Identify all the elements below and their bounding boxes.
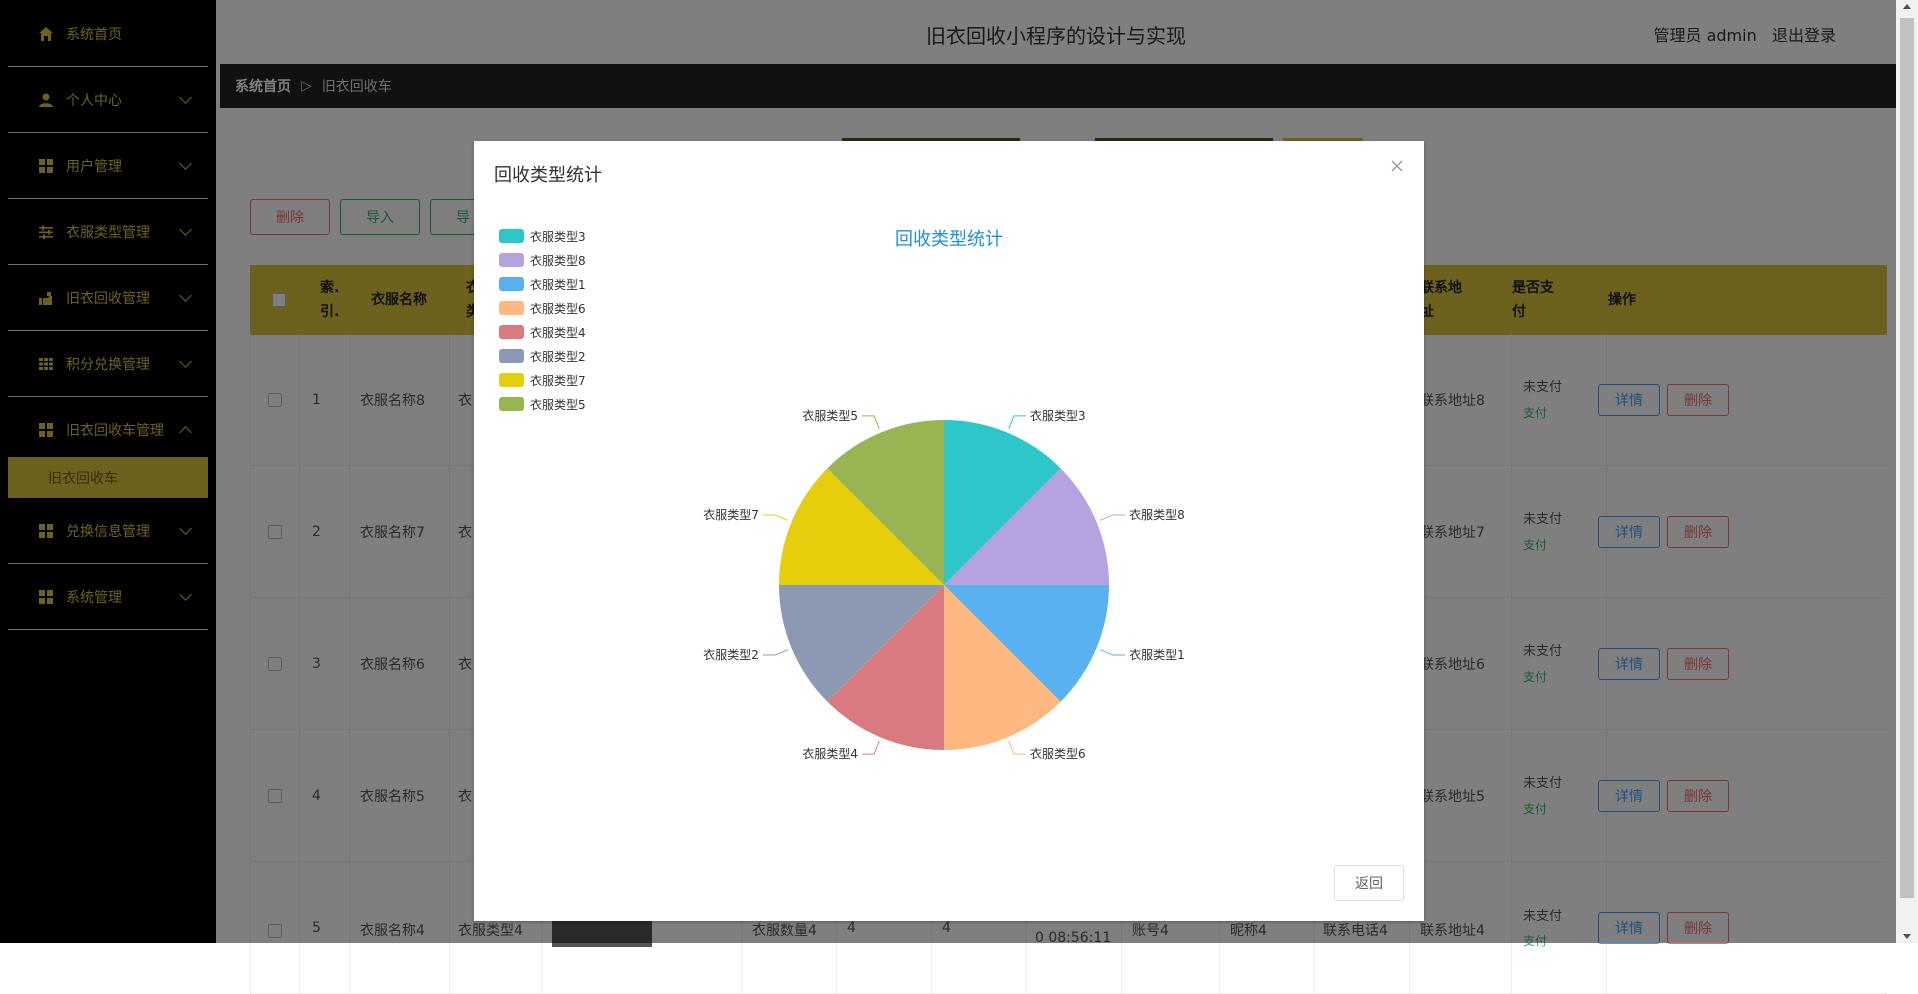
legend-label: 衣服类型4	[530, 325, 586, 340]
pie-label: 衣服类型4	[802, 746, 858, 761]
legend-label: 衣服类型1	[530, 277, 586, 292]
legend-item[interactable]: 衣服类型5	[499, 395, 586, 413]
pie-label-line	[1099, 514, 1126, 521]
pie-label: 衣服类型7	[703, 507, 759, 522]
pie-slice[interactable]	[944, 585, 1061, 750]
return-button[interactable]: 返回	[1334, 865, 1404, 901]
pie-label: 衣服类型1	[1129, 647, 1185, 662]
legend-swatch	[499, 253, 524, 267]
pie-label-line	[1099, 649, 1126, 656]
legend-item[interactable]: 衣服类型3	[499, 227, 586, 245]
legend-item[interactable]: 衣服类型4	[499, 323, 586, 341]
pie-slice[interactable]	[944, 468, 1109, 585]
legend-item[interactable]: 衣服类型6	[499, 299, 586, 317]
legend-swatch	[499, 229, 524, 243]
chart-title: 回收类型统计	[895, 229, 1003, 250]
pie-label: 衣服类型5	[802, 408, 858, 423]
legend-label: 衣服类型3	[530, 229, 586, 244]
pie-slice[interactable]	[944, 585, 1109, 702]
legend-swatch	[499, 373, 524, 387]
legend-swatch	[499, 325, 524, 339]
statistics-dialog: 回收类型统计 回收类型统计 衣服类型3 衣服类型8 衣服类型1 衣服类型6 衣服类型4 衣…	[474, 141, 1424, 921]
legend-label: 衣服类型7	[530, 373, 586, 388]
pie-label: 衣服类型6	[1030, 746, 1086, 761]
legend-label: 衣服类型5	[530, 397, 586, 412]
legend-item[interactable]: 衣服类型1	[499, 275, 586, 293]
legend-item[interactable]: 衣服类型7	[499, 371, 586, 389]
pie-slice[interactable]	[827, 420, 944, 585]
legend-swatch	[499, 301, 524, 315]
pie-label-line	[762, 649, 789, 656]
pie-label: 衣服类型3	[1030, 408, 1086, 423]
pie-label-line	[861, 415, 880, 430]
pie-label-line	[1008, 740, 1027, 755]
pie-label: 衣服类型2	[703, 647, 759, 662]
pie-label-line	[1008, 415, 1027, 430]
legend-swatch	[499, 397, 524, 411]
pie-label-line	[762, 514, 789, 521]
legend-label: 衣服类型8	[530, 253, 586, 268]
scrollbar-thumb[interactable]	[1900, 18, 1914, 898]
pie-label: 衣服类型8	[1129, 507, 1185, 522]
pie-slice[interactable]	[779, 585, 944, 702]
legend-label: 衣服类型6	[530, 301, 586, 316]
legend-label: 衣服类型2	[530, 349, 586, 364]
page-scrollbar[interactable]	[1896, 0, 1918, 943]
legend-item[interactable]: 衣服类型8	[499, 251, 586, 269]
close-icon[interactable]	[1390, 159, 1404, 173]
pie-slice[interactable]	[779, 468, 944, 585]
dialog-title: 回收类型统计	[494, 165, 602, 186]
legend-swatch	[499, 277, 524, 291]
pie-slice[interactable]	[944, 420, 1061, 585]
pie-slice[interactable]	[827, 585, 944, 750]
legend-item[interactable]: 衣服类型2	[499, 347, 586, 365]
pie-label-line	[861, 740, 880, 755]
scroll-up-icon[interactable]	[1903, 4, 1911, 9]
scroll-down-icon[interactable]	[1903, 934, 1911, 939]
legend-swatch	[499, 349, 524, 363]
